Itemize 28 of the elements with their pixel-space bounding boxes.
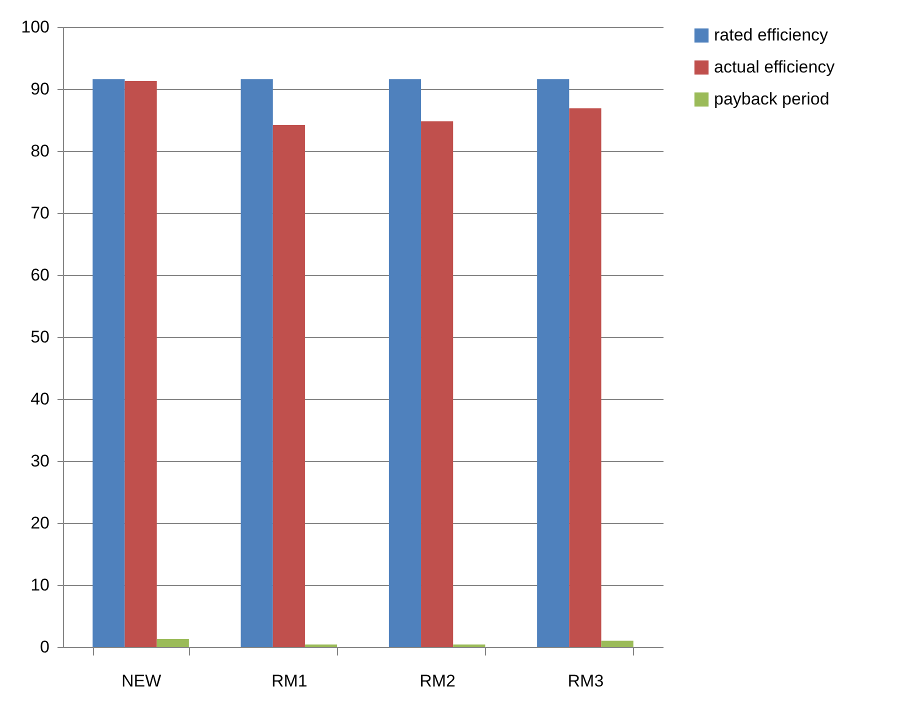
y-tick-label: 50 [30,328,50,346]
y-tick-label: 80 [30,142,50,160]
legend-label: actual efficiency [714,58,836,76]
bar [156,638,189,647]
bar [569,108,602,647]
x-tick-label: NEW [121,672,162,690]
y-tick-label: 10 [30,576,50,594]
bar [272,124,305,647]
bar [421,121,454,647]
y-tick-label: 40 [30,390,50,408]
x-tick-label: RM1 [271,672,308,690]
y-tick-label: 0 [40,638,50,656]
y-tick-label: 30 [30,452,50,470]
y-tick-label: 100 [21,18,50,36]
legend-label: payback period [714,90,830,108]
x-tick-label: RM3 [568,672,604,690]
bar [92,79,125,647]
y-tick-label: 70 [30,204,50,222]
bar [240,79,273,647]
bar [537,79,570,647]
bar [124,80,157,647]
legend-label: rated efficiency [714,26,829,44]
bar [601,640,634,647]
y-tick-label: 20 [30,514,50,532]
bar [388,79,422,647]
y-tick-label: 90 [30,80,50,98]
y-tick-label: 60 [30,266,50,284]
x-tick-label: RM2 [420,672,456,690]
